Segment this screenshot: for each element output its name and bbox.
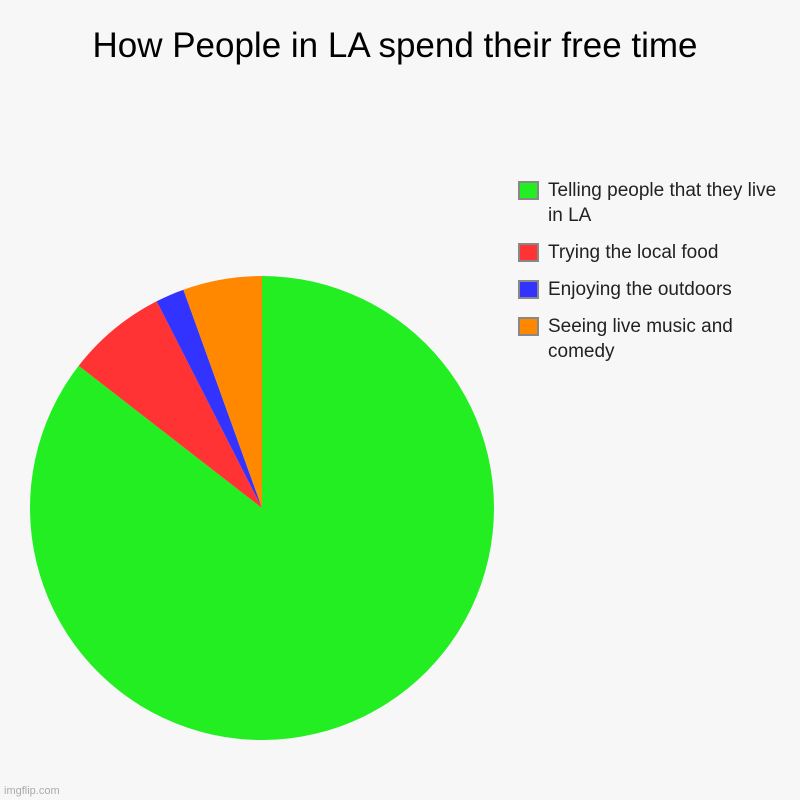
legend-item: Seeing live music and comedy — [518, 314, 788, 364]
legend-item: Trying the local food — [518, 240, 788, 265]
pie-slice — [183, 276, 262, 508]
pie-slice — [78, 301, 262, 508]
legend-item: Telling people that they live in LA — [518, 178, 788, 228]
legend-swatch — [518, 181, 539, 200]
watermark: imgflip.com — [4, 785, 60, 797]
legend-swatch — [518, 280, 539, 299]
legend-swatch — [518, 317, 539, 336]
pie-slice — [29, 276, 494, 740]
pie-slice — [156, 289, 262, 508]
legend-label: Enjoying the outdoors — [548, 279, 732, 300]
legend-label: Seeing live music and comedy — [548, 316, 733, 362]
legend-label: Telling people that they live in LA — [548, 180, 777, 226]
legend: Telling people that they live in LA Tryi… — [518, 178, 788, 376]
legend-item: Enjoying the outdoors — [518, 277, 788, 302]
chart-title: How People in LA spend their free time — [92, 26, 698, 65]
legend-swatch — [518, 243, 539, 262]
legend-label: Trying the local food — [548, 242, 719, 263]
